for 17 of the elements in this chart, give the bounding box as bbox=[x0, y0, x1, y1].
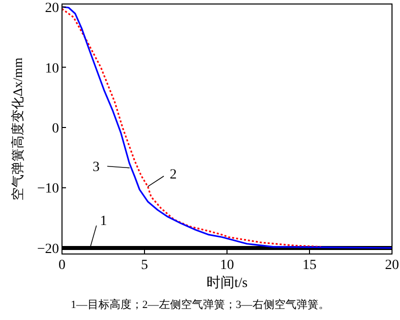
x-tick-label: 20 bbox=[385, 258, 399, 273]
y-tick-label: 20 bbox=[45, 1, 59, 16]
y-tick-label: −20 bbox=[37, 242, 59, 257]
x-axis-title: 时间t/s bbox=[206, 275, 248, 291]
y-tick-label: −10 bbox=[37, 182, 59, 197]
x-tick-label: 10 bbox=[220, 258, 234, 273]
annotation: 3 bbox=[92, 160, 100, 175]
y-tick-label: 10 bbox=[45, 61, 59, 76]
y-axis-title: 空气弹簧高度变化Δx/mm bbox=[10, 58, 25, 200]
line-series bbox=[62, 6, 393, 249]
annotation: 2 bbox=[170, 168, 177, 183]
x-tick-label: 5 bbox=[141, 258, 148, 273]
x-tick-label: 15 bbox=[302, 258, 316, 273]
y-tick-label: 0 bbox=[52, 121, 59, 136]
line-series bbox=[61, 8, 322, 248]
annotation: 1 bbox=[100, 214, 108, 229]
text: 1—目标高度；2—左侧空气弹簧；3—右侧空气弹簧。 bbox=[70, 298, 330, 311]
